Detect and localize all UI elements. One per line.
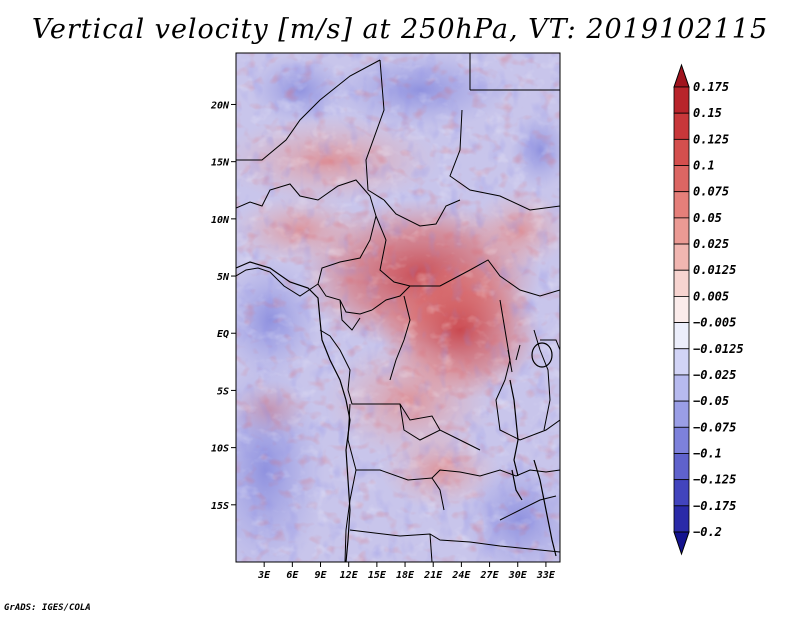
y-tick-label: 5S (217, 386, 229, 397)
colorbar-label: 0.15 (693, 106, 722, 120)
lake-nyasa (533, 459, 557, 557)
x-tick-label: 15E (368, 570, 387, 581)
colorbar-label: −0.0125 (693, 342, 744, 356)
colorbar-label: −0.05 (693, 394, 729, 408)
colorbar-box (673, 374, 690, 402)
colorbar-label: 0.05 (693, 211, 722, 225)
colorbar-box (673, 322, 690, 350)
colorbar-box (673, 191, 690, 219)
y-tick-label: 15N (211, 158, 230, 169)
x-axis: 3E 6E 9E 12E 15E 18E 21E 24E 27E 30E 33E (257, 562, 556, 581)
colorbar-box (673, 269, 690, 297)
y-tick-label: 5N (217, 272, 230, 283)
chart-title: Vertical velocity [m/s] at 250hPa, VT: 2… (31, 14, 769, 45)
colorbar-label: 0.005 (693, 289, 729, 303)
colorbar-label: 0.075 (693, 185, 729, 199)
colorbar: 0.175 0.15 0.125 0.1 0.075 0.05 0.025 0.0125 0.0… (673, 63, 744, 556)
y-tick-label: 10N (211, 215, 230, 226)
x-tick-label: 24E (451, 570, 471, 581)
x-tick-label: 3E (257, 570, 271, 581)
colorbar-label: −0.175 (693, 499, 736, 513)
y-tick-label: 10S (211, 444, 229, 455)
colorbar-box (673, 138, 690, 166)
y-tick-label: EQ (217, 329, 229, 340)
x-tick-label: 21E (423, 570, 443, 581)
x-tick-label: 18E (396, 570, 415, 581)
colorbar-label: 0.0125 (693, 263, 736, 277)
colorbar-label: 0.175 (693, 80, 729, 94)
x-tick-label: 33E (536, 570, 556, 581)
x-tick-label: 9E (314, 570, 327, 581)
colorbar-box (673, 165, 690, 193)
colorbar-box (673, 112, 690, 140)
colorbar-box (673, 348, 690, 376)
rift-lakes (507, 344, 521, 373)
y-tick-label: 15S (211, 501, 229, 512)
colorbar-box (673, 426, 690, 454)
colorbar-label: 0.1 (693, 159, 715, 173)
colorbar-label: −0.1 (693, 446, 722, 460)
colorbar-box (673, 505, 690, 533)
grads-credit: GrADS: IGES/COLA (4, 603, 91, 613)
colorbar-box (673, 296, 690, 323)
colorbar-label: −0.005 (693, 316, 736, 330)
lake-victoria (531, 342, 553, 368)
colorbar-box (673, 400, 690, 428)
colorbar-box (673, 86, 690, 114)
colorbar-label: 0.025 (693, 237, 729, 251)
colorbar-label: −0.2 (693, 525, 722, 539)
colorbar-box (673, 243, 690, 271)
coastline (236, 261, 351, 562)
colorbar-box (673, 479, 690, 507)
y-tick-label: 20N (210, 100, 230, 111)
country-borders (236, 53, 560, 562)
lake-malawi-north (511, 469, 523, 501)
colorbar-label: −0.075 (693, 420, 736, 434)
plot-frame (235, 52, 561, 563)
colorbar-top-arrow (673, 63, 690, 88)
velocity-field (236, 53, 560, 562)
y-axis: 20N 15N 10N 5N EQ 5S 10S 15S (210, 100, 236, 512)
colorbar-box (673, 453, 690, 481)
colorbar-label: −0.125 (693, 473, 736, 487)
lake-tanganyika (509, 379, 519, 477)
colorbar-bottom-arrow (673, 531, 690, 556)
x-tick-label: 6E (286, 570, 299, 581)
x-tick-label: 12E (340, 570, 359, 581)
colorbar-label: 0.125 (693, 132, 729, 146)
colorbar-box (673, 217, 690, 245)
x-tick-label: 27E (480, 570, 500, 581)
colorbar-label: −0.025 (693, 368, 736, 382)
x-tick-label: 30E (508, 570, 528, 581)
